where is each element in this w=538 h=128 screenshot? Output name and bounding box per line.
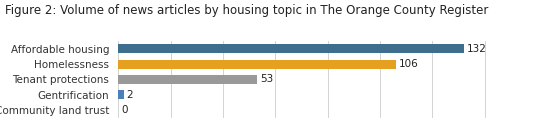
Bar: [118, 44, 464, 53]
Text: 53: 53: [260, 74, 273, 84]
Text: 0: 0: [121, 105, 128, 115]
Bar: [118, 75, 257, 84]
Text: 106: 106: [399, 59, 418, 69]
Bar: [118, 60, 396, 68]
Text: 2: 2: [126, 90, 133, 100]
Text: Figure 2: Volume of news articles by housing topic in The Orange County Register: Figure 2: Volume of news articles by hou…: [5, 4, 489, 17]
Bar: [118, 90, 124, 99]
Text: 132: 132: [466, 44, 486, 54]
